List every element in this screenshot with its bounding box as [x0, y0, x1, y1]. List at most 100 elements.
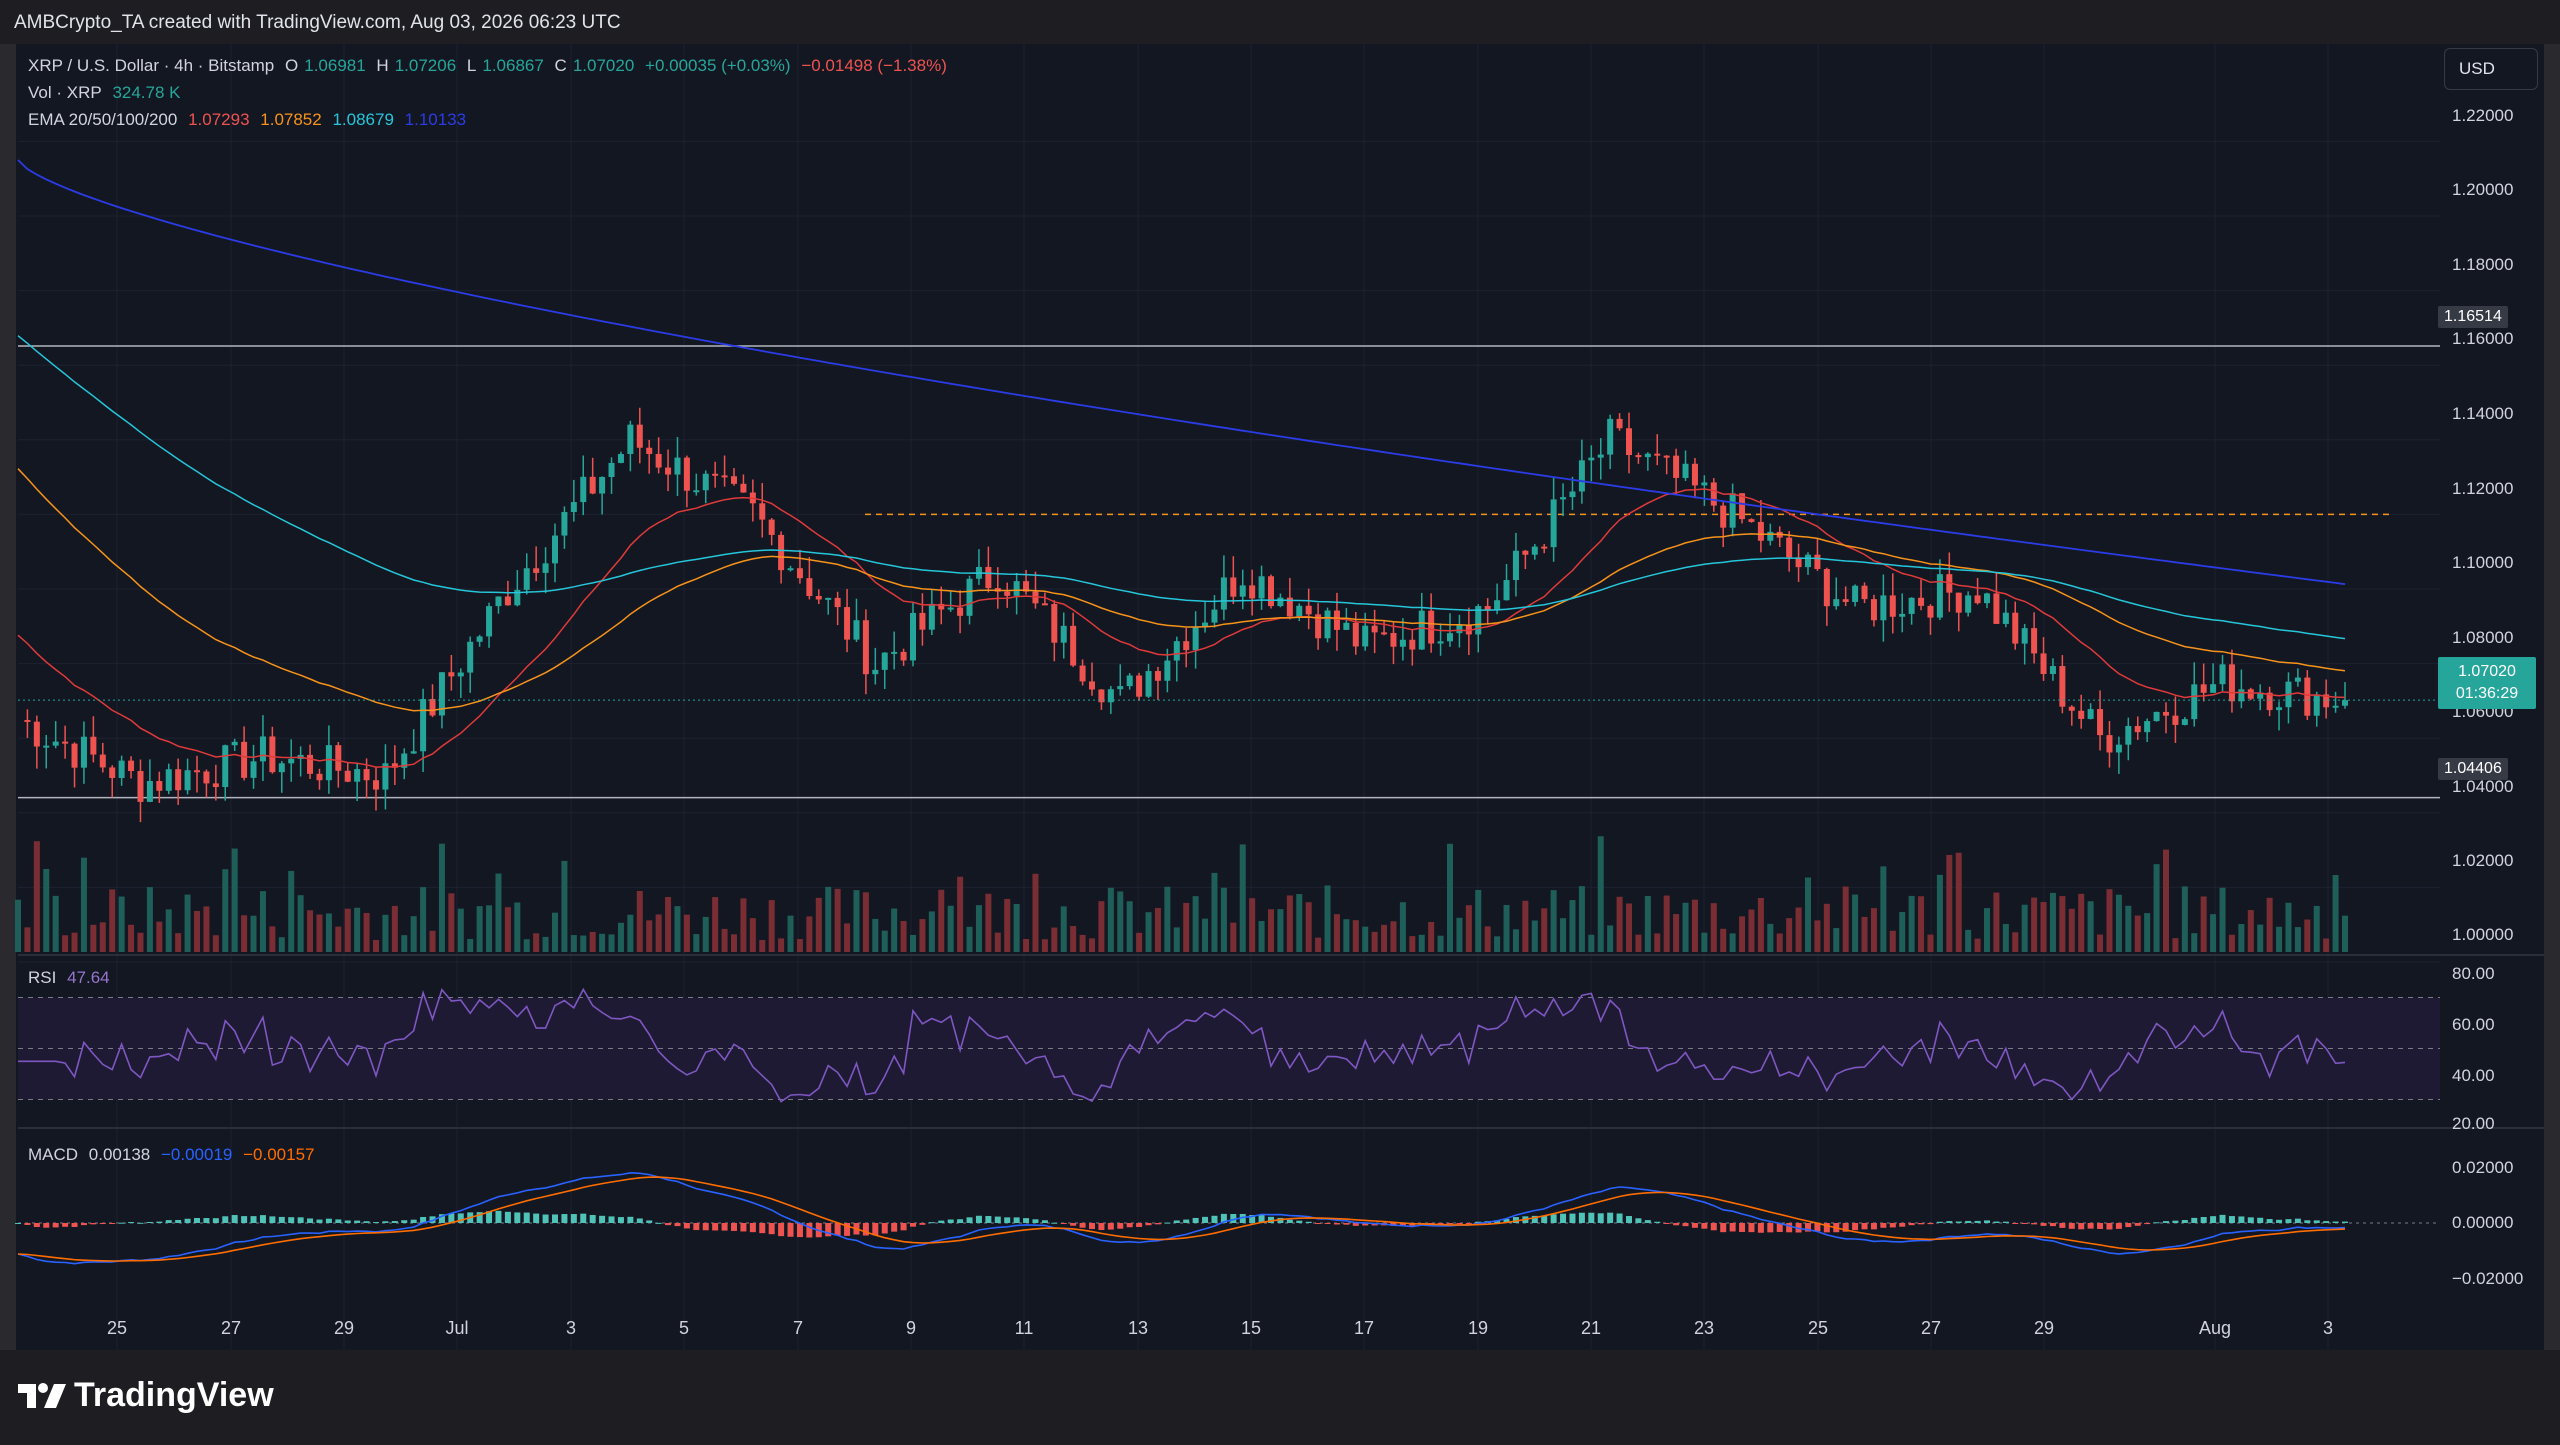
candle-body — [1409, 639, 1416, 650]
candle-body — [919, 612, 926, 630]
macd-histogram-bar — [288, 1217, 295, 1223]
volume-bar — [354, 907, 361, 952]
candle-body — [1814, 554, 1821, 570]
macd-line — [17, 1171, 2346, 1265]
candle-body — [1626, 428, 1632, 456]
macd-histogram-bar — [2200, 1217, 2207, 1223]
candle-body — [1136, 675, 1143, 697]
candle-body — [1899, 613, 1906, 617]
volume-bar — [2276, 926, 2283, 952]
candle-body — [410, 751, 417, 754]
candle-body — [391, 763, 398, 768]
date-tick: 3 — [2322, 1318, 2334, 1338]
candle-body — [693, 490, 700, 493]
macd-histogram-bar — [1070, 1223, 1077, 1226]
candle-body — [1343, 622, 1350, 630]
candle-body — [1428, 610, 1435, 644]
macd-histogram-bar — [1946, 1221, 1953, 1223]
volume-bar — [1437, 935, 1444, 952]
macd-histogram-bar — [2097, 1223, 2104, 1229]
candle-body — [2134, 725, 2141, 733]
volume-bar — [919, 919, 926, 952]
macd-histogram-bar — [1663, 1223, 1670, 1224]
candle-body — [900, 651, 907, 661]
macd-histogram-bar — [1296, 1220, 1303, 1223]
macd-histogram-bar — [316, 1219, 323, 1223]
macd-histogram-bar — [2172, 1220, 2179, 1223]
candle-body — [1889, 595, 1896, 617]
candle-body — [1277, 597, 1284, 607]
macd-histogram-bar — [834, 1223, 841, 1236]
date-tick: 13 — [1127, 1318, 1149, 1338]
candle-body — [476, 636, 483, 642]
macd-histogram-bar — [589, 1214, 596, 1223]
candle-body — [203, 771, 210, 784]
candle-body — [1880, 595, 1887, 621]
candle-body — [1333, 610, 1340, 630]
price-tick: 1.18000 — [2452, 255, 2514, 274]
volume-bar — [1776, 933, 1783, 952]
candle-body — [1852, 585, 1859, 602]
candle-body — [702, 473, 709, 491]
candle-body — [1305, 605, 1312, 615]
macd-value: 0.00138 — [88, 1145, 151, 1164]
macd-histogram-bar — [62, 1223, 69, 1227]
volume-bar — [1560, 918, 1567, 952]
candle-body — [778, 534, 785, 571]
macd-histogram-bar — [1654, 1221, 1661, 1223]
macd-histogram-bar — [2332, 1221, 2339, 1223]
volume-bar — [2342, 915, 2348, 952]
candle-body — [1041, 603, 1048, 606]
date-tick: 3 — [565, 1318, 577, 1338]
volume-bar — [1757, 898, 1764, 952]
macd-histogram-bar — [1870, 1223, 1877, 1230]
volume-bar — [2153, 864, 2160, 952]
volume-bar — [175, 933, 182, 952]
tradingview-logo[interactable]: TradingView — [16, 1376, 274, 1415]
macd-histogram-bar — [1258, 1215, 1265, 1223]
candle-body — [128, 760, 135, 772]
volume-bar — [815, 897, 822, 952]
macd-histogram-bar — [1202, 1216, 1209, 1223]
macd-histogram-bar — [1399, 1223, 1406, 1226]
volume-bar — [1729, 933, 1736, 952]
macd-histogram-bar — [825, 1223, 832, 1237]
volume-bar — [1465, 905, 1472, 952]
volume-bar — [109, 889, 116, 952]
candle-body — [401, 753, 408, 768]
volume-bar — [1663, 895, 1670, 952]
candle-body — [1060, 625, 1067, 643]
macd-histogram-bar — [1023, 1218, 1030, 1223]
macd-histogram-bar — [2257, 1217, 2264, 1223]
volume-bar — [259, 891, 266, 952]
candle-body — [99, 754, 106, 768]
macd-histogram-bar — [1098, 1223, 1105, 1231]
candle-body — [552, 535, 558, 564]
volume-bar — [2021, 904, 2028, 952]
candle-body — [957, 607, 964, 616]
macd-histogram-bar — [561, 1214, 568, 1223]
candle-body — [316, 773, 323, 781]
candle-body — [542, 563, 549, 573]
macd-histogram-bar — [2031, 1223, 2038, 1225]
volume-bar — [1475, 889, 1482, 952]
volume-bar — [307, 910, 314, 952]
candle-body — [52, 741, 59, 746]
price-tick: 1.00000 — [2452, 925, 2514, 944]
macd-histogram-bar — [796, 1223, 803, 1238]
macd-histogram-bar — [1512, 1217, 1519, 1223]
candle-body — [1663, 455, 1670, 458]
candle-body — [420, 699, 427, 752]
volume-bar — [1154, 907, 1161, 952]
volume-bar — [2323, 938, 2330, 952]
volume-bar — [1936, 874, 1943, 952]
macd-histogram-bar — [636, 1218, 643, 1223]
macd-histogram-bar — [486, 1211, 493, 1223]
candle-body — [486, 606, 493, 637]
currency-button[interactable]: USD — [2444, 48, 2538, 90]
date-tick: 25 — [1807, 1318, 1829, 1338]
date-tick: Jul — [445, 1318, 469, 1338]
volume-bar — [495, 873, 502, 952]
macd-histogram-bar — [24, 1223, 31, 1225]
